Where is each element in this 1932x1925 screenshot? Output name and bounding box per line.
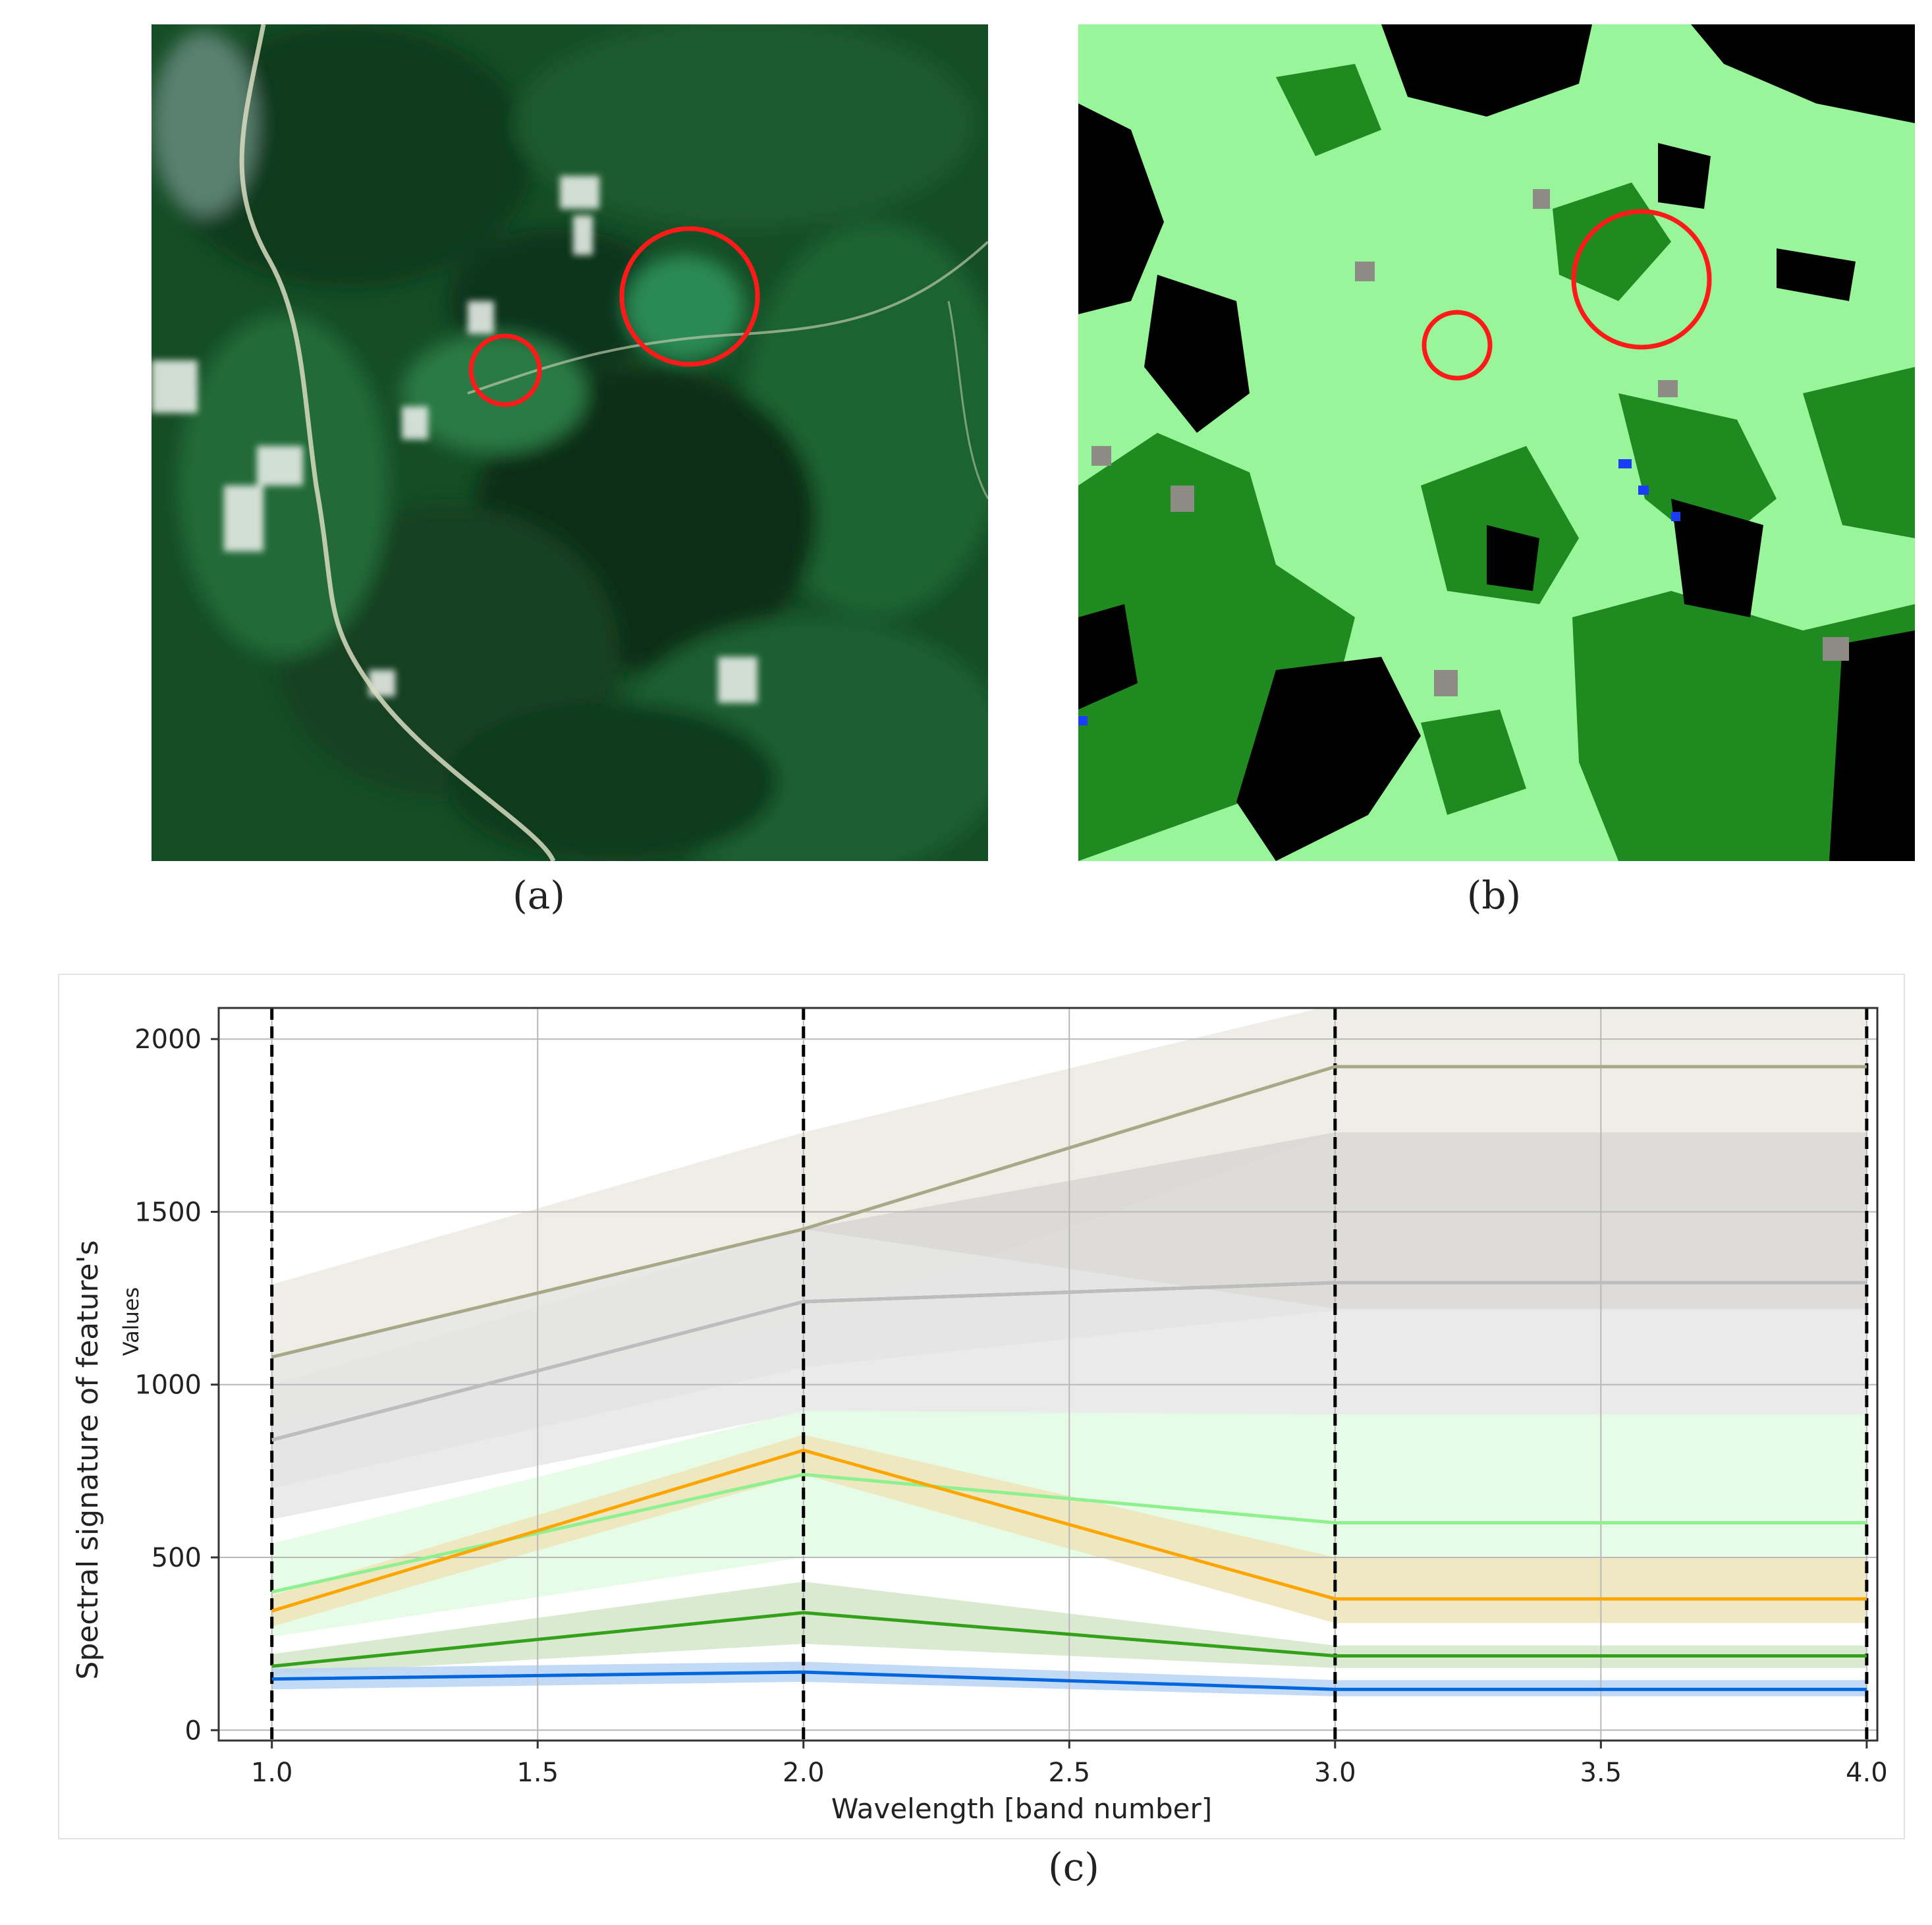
y-tick-label: 1000	[134, 1370, 202, 1401]
spectral-chart-frame: 1.0 1.5 2.0 2.5 3.0 3.5 4.0 0 500 1000 1500 2000 W…	[58, 974, 1905, 1839]
satellite-image	[152, 24, 988, 861]
x-tick-label: 4.0	[1846, 1758, 1888, 1788]
caption-c: (c)	[1048, 1845, 1099, 1889]
classification-map-panel	[1078, 24, 1915, 861]
caption-a: (a)	[512, 873, 565, 918]
series-line-4	[271, 1448, 1867, 1613]
x-tick-label: 1.0	[251, 1758, 293, 1788]
red-circle-small	[1421, 310, 1493, 381]
x-tick-label: 3.5	[1580, 1758, 1622, 1788]
y-tick-label: 1500	[134, 1197, 202, 1227]
y-tick-label: 0	[185, 1716, 202, 1746]
series-line-2	[271, 1281, 1867, 1442]
series-line-6	[271, 1670, 1867, 1691]
x-tick-label: 2.5	[1048, 1758, 1090, 1788]
red-circle-large	[1571, 209, 1712, 350]
satellite-image-panel	[152, 24, 988, 861]
series-line-5	[271, 1611, 1867, 1668]
x-tick-label: 3.0	[1314, 1758, 1356, 1788]
y-axis-label: Spectral signature of feature's	[71, 1240, 105, 1679]
spectral-chart: 1.0 1.5 2.0 2.5 3.0 3.5 4.0 0 500 1000 1500 2000 W…	[71, 1007, 1888, 1825]
x-tick-label: 2.0	[783, 1758, 825, 1788]
red-circle-small	[468, 333, 542, 407]
y-tick-label: 2000	[134, 1024, 202, 1055]
y-axis-label-secondary: Values	[119, 1287, 144, 1356]
series-line-0	[271, 1065, 1867, 1359]
x-axis-label: Wavelength [band number]	[831, 1793, 1212, 1825]
caption-b: (b)	[1466, 873, 1522, 918]
plot-border	[217, 1007, 1879, 1742]
series-line-3	[271, 1472, 1867, 1594]
y-tick-label: 500	[152, 1543, 202, 1573]
x-tick-label: 1.5	[516, 1758, 559, 1788]
red-circle-large	[619, 226, 760, 367]
classification-map	[1078, 24, 1915, 861]
